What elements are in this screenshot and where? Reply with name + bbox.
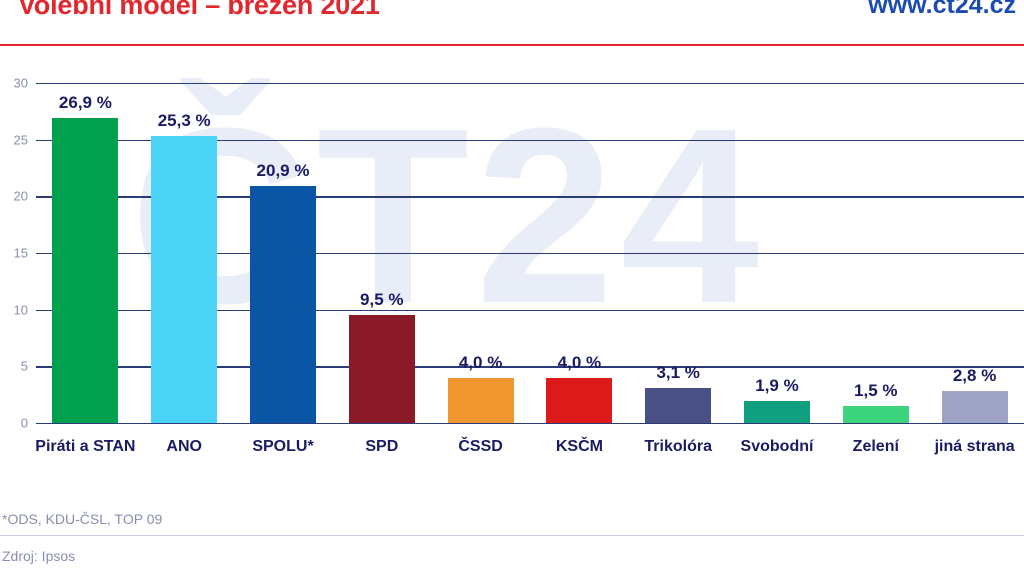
footnote-legend: *ODS, KDU-ČSL, TOP 09 [2, 511, 163, 527]
bar-value-label: 26,9 % [58, 93, 112, 113]
x-category-label: Svobodní [740, 438, 814, 455]
gridline-5 [36, 366, 1024, 368]
bar-value-label: 2,8 % [952, 366, 997, 386]
bar-value-label: 1,5 % [854, 381, 898, 400]
x-category-label: Piráti a STAN [35, 438, 136, 455]
ct24-watermark: ČT24 [130, 76, 766, 355]
bar-value-label: 25,3 % [157, 111, 211, 131]
bar-zelen[interactable] [842, 406, 909, 423]
gridline-0 [36, 423, 1024, 425]
y-tick-label: 15 [13, 245, 28, 261]
header-divider [0, 44, 1024, 46]
bar-value-label: 20,9 % [256, 161, 310, 181]
bar-value-label: 4,0 % [458, 352, 503, 372]
bar-value-label: 4,0 % [557, 352, 602, 372]
bar-value-label: 3,1 % [656, 362, 700, 382]
bar-ssd[interactable] [447, 377, 514, 423]
gridline-10 [36, 309, 1024, 311]
bar-value-label: 9,5 % [360, 290, 404, 310]
y-tick-label: 10 [13, 302, 28, 318]
x-category-label: ANO [166, 438, 202, 455]
footer-divider [0, 535, 1024, 536]
bar-spolu[interactable] [250, 186, 316, 423]
y-tick-label: 30 [13, 75, 28, 91]
bar-spd[interactable] [348, 315, 415, 423]
chart-plot-area: ČT24 0 5 10 15 20 25 30 26,9 % 25,3 % 20,9 % 9,5 … [0, 60, 1024, 431]
x-category-label: jiná strana [934, 438, 1015, 455]
x-category-label: Trikolóra [644, 438, 712, 455]
gridline-20 [36, 196, 1024, 198]
gridline-15 [36, 253, 1024, 255]
gridline-25 [36, 139, 1024, 141]
bar-pir-ti-a-stan[interactable] [52, 118, 119, 423]
x-category-label: SPOLU* [252, 438, 314, 455]
bar-value-label: 1,9 % [755, 376, 799, 396]
bar-trikol-ra[interactable] [645, 387, 712, 423]
x-category-label: Zelení [852, 438, 899, 455]
y-tick-label: 25 [13, 132, 28, 148]
site-url-label: www.ct24.cz [868, 0, 1016, 19]
page-title: Volební model – březen 2021 [18, 0, 380, 20]
chart-header: Volební model – březen 2021 www.ct24.cz [0, 0, 1024, 46]
x-category-label: KSČM [555, 438, 603, 455]
bar-svobodn[interactable] [744, 401, 810, 423]
gridline-30 [36, 83, 1024, 85]
y-tick-label: 5 [20, 358, 28, 374]
bar-jin-strana[interactable] [941, 391, 1008, 423]
bar-ks-m[interactable] [546, 377, 613, 423]
x-category-label: SPD [365, 438, 399, 455]
y-tick-label: 20 [13, 188, 28, 204]
footnote-source: Zdroj: Ipsos [2, 548, 76, 564]
bar-ano[interactable] [151, 136, 218, 423]
y-tick-label: 0 [20, 415, 28, 431]
x-category-label: ČSSD [458, 438, 503, 455]
